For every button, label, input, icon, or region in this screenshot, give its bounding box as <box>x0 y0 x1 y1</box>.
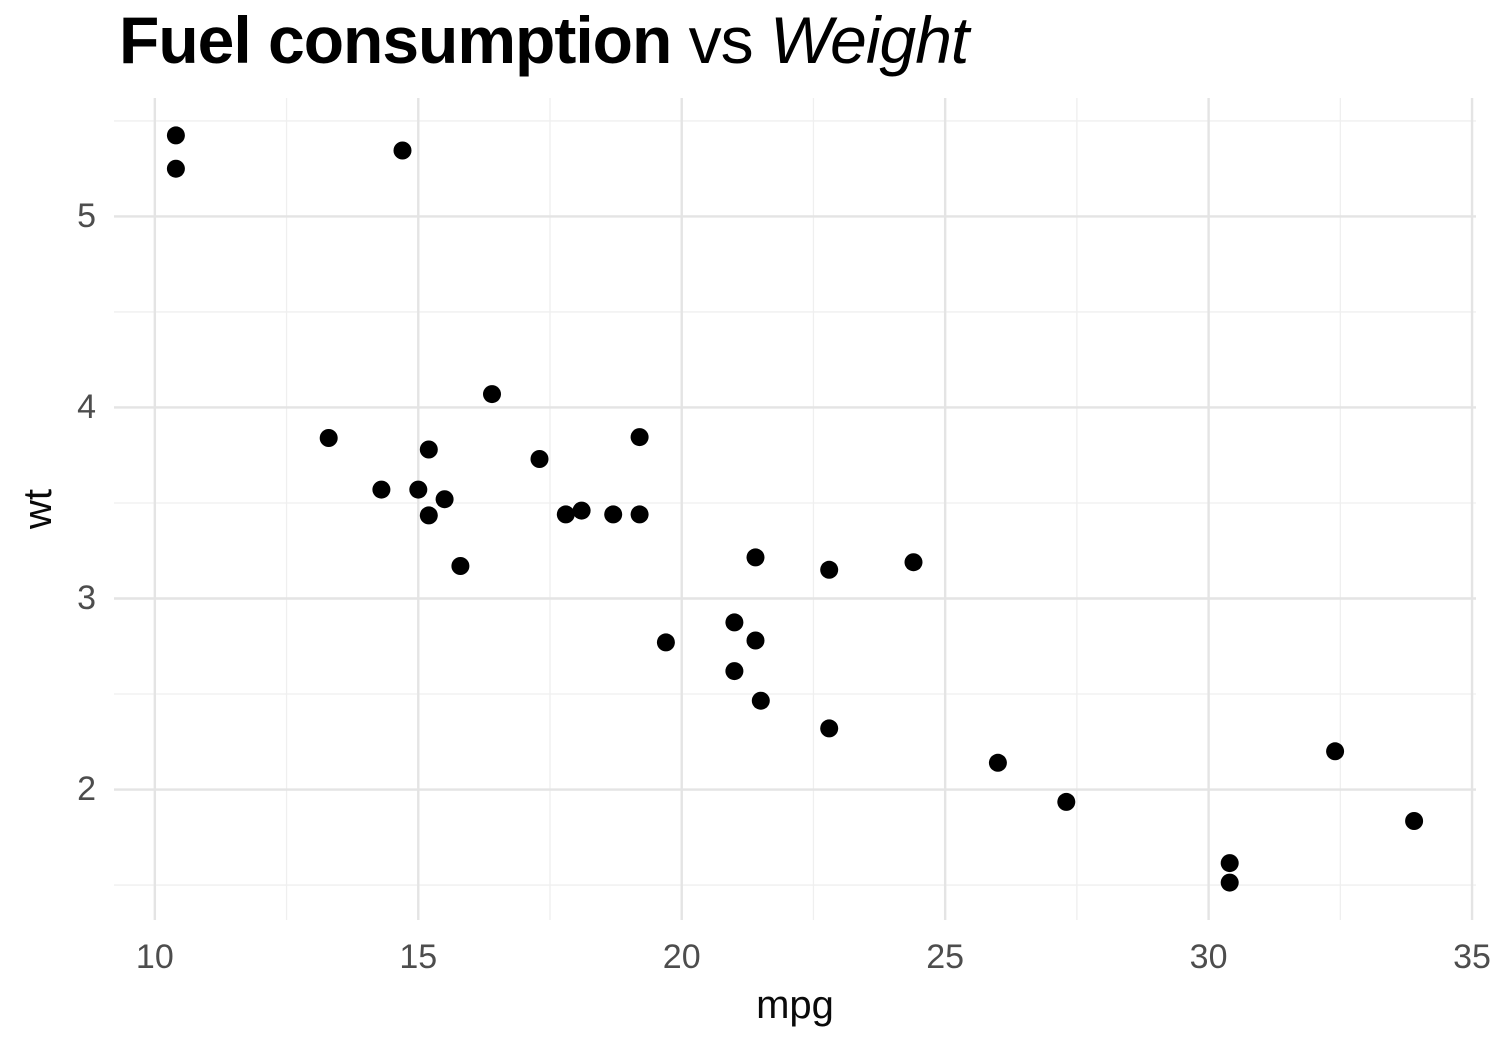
data-point <box>409 480 428 499</box>
chart-title-separator: vs <box>671 3 771 77</box>
data-point <box>1405 812 1424 830</box>
data-point <box>751 691 770 710</box>
data-point <box>820 719 839 738</box>
data-point <box>483 385 501 404</box>
y-tick-label: 3 <box>77 578 96 617</box>
y-tick-label: 5 <box>77 196 96 235</box>
data-point <box>419 506 438 525</box>
y-tick-label: 2 <box>77 770 96 809</box>
data-point <box>656 633 675 652</box>
data-point <box>904 553 923 572</box>
data-point <box>166 126 185 145</box>
gridlines-minor <box>114 98 1476 920</box>
data-point <box>630 505 649 524</box>
data-point <box>556 505 575 524</box>
data-point <box>419 440 438 459</box>
data-point <box>746 548 765 567</box>
x-tick-label: 30 <box>1189 938 1228 976</box>
data-point <box>572 501 591 520</box>
data-point <box>725 613 744 632</box>
chart-title-bold: Fuel consumption <box>119 3 672 77</box>
y-axis-title: wt <box>16 489 60 529</box>
chart-title-italic: Weight <box>770 3 969 77</box>
data-point <box>820 560 839 579</box>
data-point <box>988 753 1007 772</box>
data-point <box>1220 854 1239 873</box>
data-point <box>746 631 765 650</box>
data-point <box>725 662 744 681</box>
chart-title: Fuel consumption vs Weight <box>119 2 969 78</box>
data-point <box>435 490 454 509</box>
data-point <box>451 557 470 575</box>
y-tick-label: 4 <box>77 387 96 426</box>
x-axis-title: mpg <box>756 983 834 1027</box>
data-point <box>604 505 623 524</box>
data-point <box>1057 792 1076 811</box>
x-tick-label: 10 <box>135 938 174 976</box>
gridlines-major <box>114 98 1476 920</box>
data-point <box>393 141 412 160</box>
data-point <box>319 429 338 447</box>
data-point <box>530 450 549 468</box>
data-point <box>166 159 185 178</box>
data-points-layer <box>166 126 1424 892</box>
x-tick-label: 15 <box>399 938 438 976</box>
data-point <box>1220 873 1239 892</box>
x-tick-label: 25 <box>926 938 965 976</box>
x-tick-label: 35 <box>1453 938 1491 976</box>
data-point <box>372 480 391 499</box>
data-point <box>1326 742 1345 761</box>
data-point <box>630 428 649 447</box>
x-tick-label: 20 <box>662 938 701 976</box>
